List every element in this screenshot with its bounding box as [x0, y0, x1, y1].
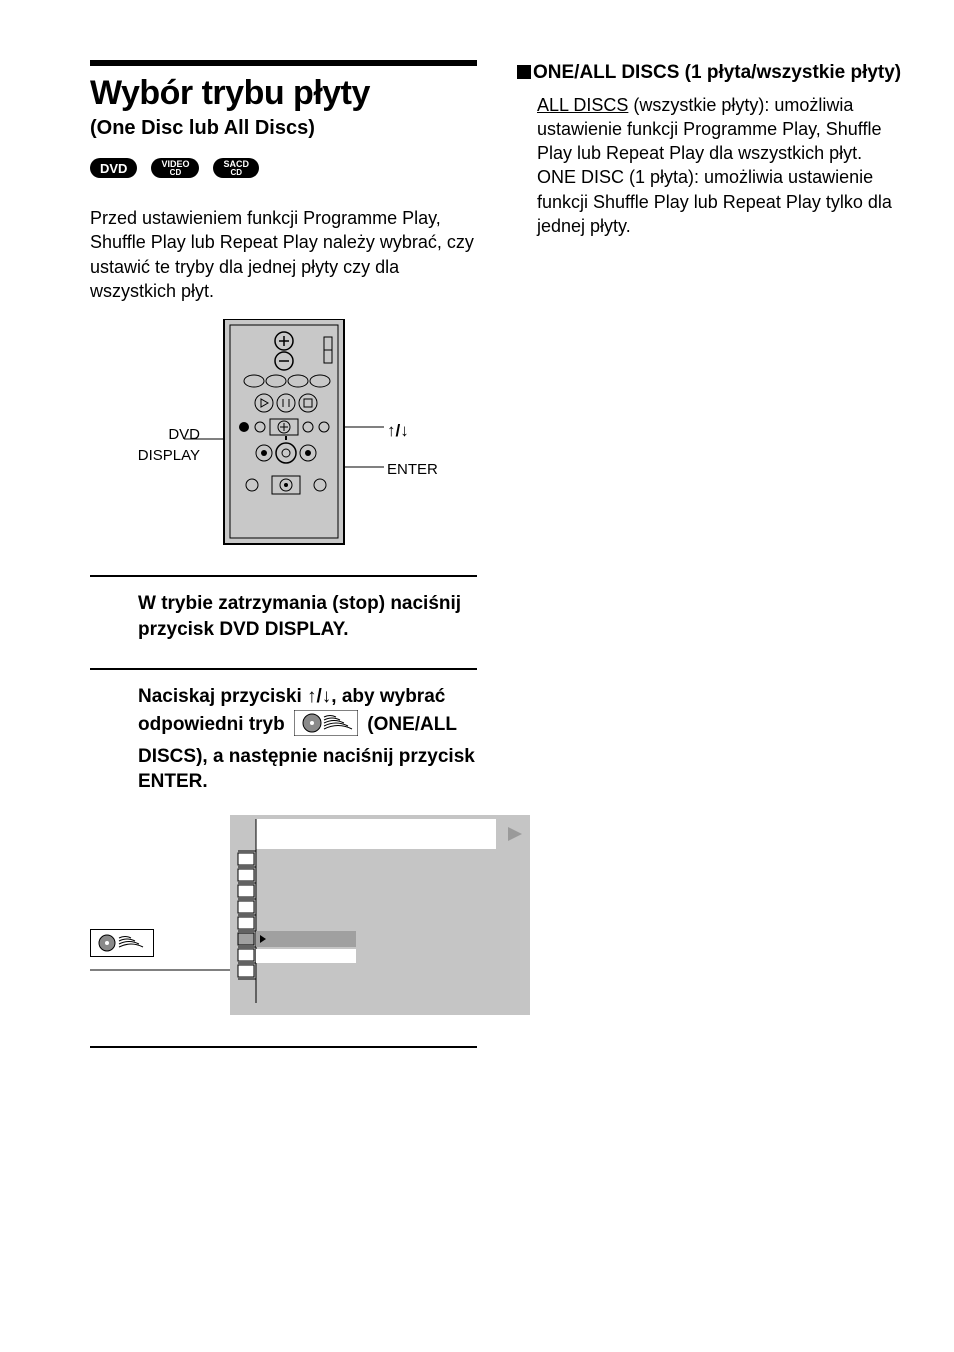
- osd-menu-diagram: [230, 815, 530, 1020]
- step-1-text: W trybie zatrzymania (stop) naciśnij prz…: [90, 591, 477, 642]
- remote-icon: [184, 319, 384, 549]
- step-2-text: Naciskaj przyciski ↑/↓, aby wybrać odpow…: [90, 684, 477, 795]
- page-subtitle: (One Disc lub All Discs): [90, 117, 477, 140]
- remote-label-dvd-display: DVD DISPLAY: [90, 424, 200, 466]
- square-bullet-icon: [517, 65, 531, 79]
- page-title: Wybór trybu płyty: [90, 74, 477, 113]
- intro-text: Przed ustawieniem funkcji Programme Play…: [90, 206, 477, 303]
- disc-stack-icon-callout: [90, 929, 154, 957]
- disc-type-pills: DVD VIDEO CD SACD CD: [90, 158, 477, 178]
- remote-label-arrows: ↑/↓: [387, 419, 477, 443]
- one-disc-text: ONE DISC (1 płyta): umożliwia ustawienie…: [537, 167, 892, 236]
- pill-dvd: DVD: [90, 158, 137, 178]
- pill-video-cd: VIDEO CD: [151, 158, 199, 178]
- leader-line-icon: [90, 963, 230, 977]
- remote-diagram: DVD DISPLAY: [90, 319, 477, 549]
- pill-sacd-cd: SACD CD: [213, 158, 259, 178]
- section-body: ALL DISCS (wszystkie płyty): umożliwia u…: [517, 93, 904, 239]
- pill-label: DVD: [100, 162, 127, 175]
- all-discs-label: ALL DISCS: [537, 95, 628, 115]
- disc-stack-icon: [294, 710, 358, 744]
- pill-label-bot: CD: [170, 169, 182, 177]
- section-heading: ONE/ALL DISCS (1 płyta/wszystkie płyty): [517, 60, 904, 87]
- remote-label-enter: ENTER: [387, 459, 477, 480]
- pill-label-bot: CD: [230, 169, 242, 177]
